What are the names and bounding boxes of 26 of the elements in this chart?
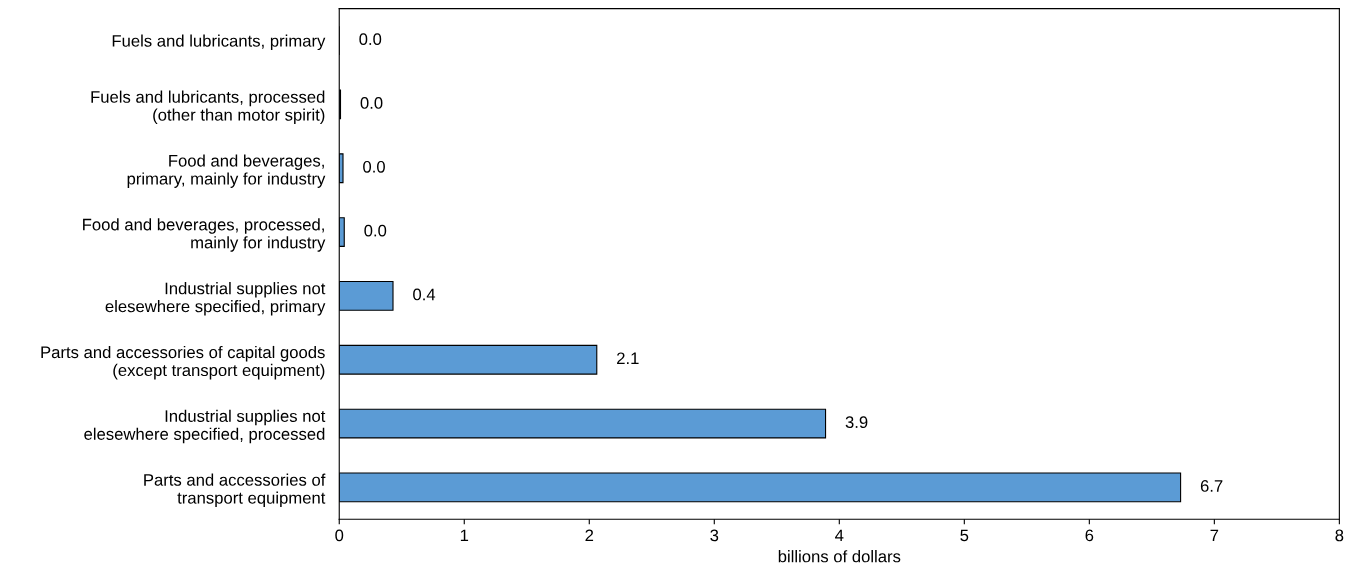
x-tick-label: 6 — [1085, 529, 1094, 542]
data-label: 0.0 — [364, 224, 387, 237]
y-tick-label: Industrial supplies not elesewhere specified, primary — [105, 282, 326, 316]
x-tick-label: 3 — [710, 529, 719, 542]
y-tick-label: Parts and accessories of capital goods (except transport equipment) — [41, 345, 325, 380]
data-label: 6.7 — [1200, 480, 1223, 492]
x-tick-label: 2 — [585, 529, 594, 542]
data-label: 2.1 — [617, 352, 639, 365]
y-tick-label: Parts and accessories of transport equipment — [144, 473, 326, 508]
y-tick-label: Industrial supplies not elesewhere specified, processed — [84, 409, 326, 444]
data-label: 0.0 — [363, 160, 385, 173]
data-label: 0.4 — [413, 288, 436, 301]
x-tick-label: 4 — [835, 529, 844, 542]
y-tick-label: Fuels and lubricants, primary — [112, 34, 326, 51]
y-tick-label: Food and beverages, processed, mainly for industry — [83, 218, 326, 252]
x-tick-label: 0 — [335, 529, 344, 542]
data-label: 3.9 — [845, 416, 868, 429]
x-tick-label: 1 — [460, 529, 469, 542]
x-tick-label: 7 — [1210, 529, 1219, 542]
x-tick-label: 5 — [960, 529, 969, 542]
data-label: 0.0 — [360, 97, 383, 109]
data-label: 0.0 — [359, 33, 382, 46]
x-axis-title: billions of dollars — [778, 550, 901, 563]
y-tick-label: Fuels and lubricants, processed (other than motor spirit) — [91, 90, 325, 125]
x-tick-label: 8 — [1335, 529, 1344, 542]
y-tick-label: Food and beverages, primary, mainly for industry — [127, 154, 326, 188]
